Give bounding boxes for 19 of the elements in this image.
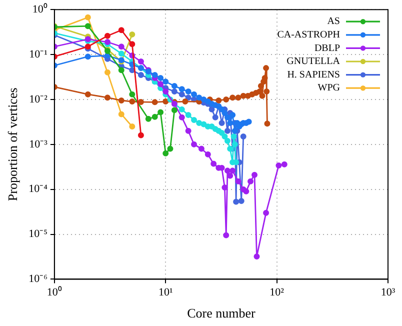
x-axis-title: Core number xyxy=(187,306,256,321)
y-tick-label: 10⁻⁴ xyxy=(28,183,48,196)
legend-label: GNUTELLA xyxy=(286,56,341,68)
legend-label: H. SAPIENS xyxy=(287,69,340,80)
legend-label: DBLP xyxy=(314,42,340,54)
y-axis-title: Proportion of vertices xyxy=(5,88,20,202)
y-tick-label: 10⁻⁶ xyxy=(28,273,48,286)
x-tick-label: 10¹ xyxy=(158,286,173,299)
legend-label: CA-ASTROPH xyxy=(277,30,340,41)
y-tick-label: 10⁻¹ xyxy=(29,48,48,60)
y-tick-label: 10⁻³ xyxy=(29,138,48,150)
x-tick-label: 10² xyxy=(270,286,285,299)
y-tick-label: 10⁻² xyxy=(29,93,48,106)
x-tick-label: 10⁰ xyxy=(46,286,62,299)
y-tick-label: 10⁰ xyxy=(32,2,48,16)
legend-label: WPG xyxy=(318,82,340,94)
x-tick-label: 10³ xyxy=(380,286,396,299)
y-tick-label: 10⁻⁵ xyxy=(28,228,48,240)
legend-label: AS xyxy=(327,16,340,28)
